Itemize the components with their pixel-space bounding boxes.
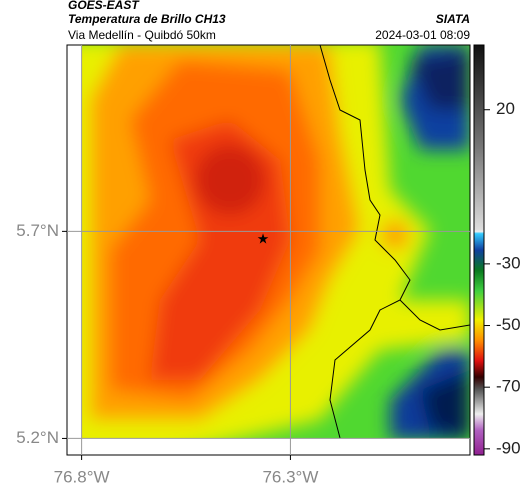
source: SIATA [436,12,470,26]
colorbar-tick-label: -70 [496,377,521,396]
title: GOES-EAST [68,0,140,12]
location-star: ★ [257,231,270,247]
colorbar-tick-label: -30 [496,253,521,272]
subtitle: Temperatura de Brillo CH13 [68,12,226,26]
colorbar [473,44,485,456]
map-frame [66,44,471,456]
colorbar-tick-label: -90 [496,438,521,457]
x-tick-label: 76.8°W [54,467,110,486]
route: Via Medellín - Quibdó 50km [68,28,216,42]
datetime: 2024-03-01 08:09 [375,28,470,42]
y-tick-label: 5.2°N [16,428,59,447]
brightness-field [82,45,470,438]
colorbar-tick-label: -50 [496,315,521,334]
colorbar-tick-label: 20 [496,99,515,118]
x-tick-label: 76.3°W [262,467,318,486]
y-tick-label: 5.7°N [16,221,59,240]
